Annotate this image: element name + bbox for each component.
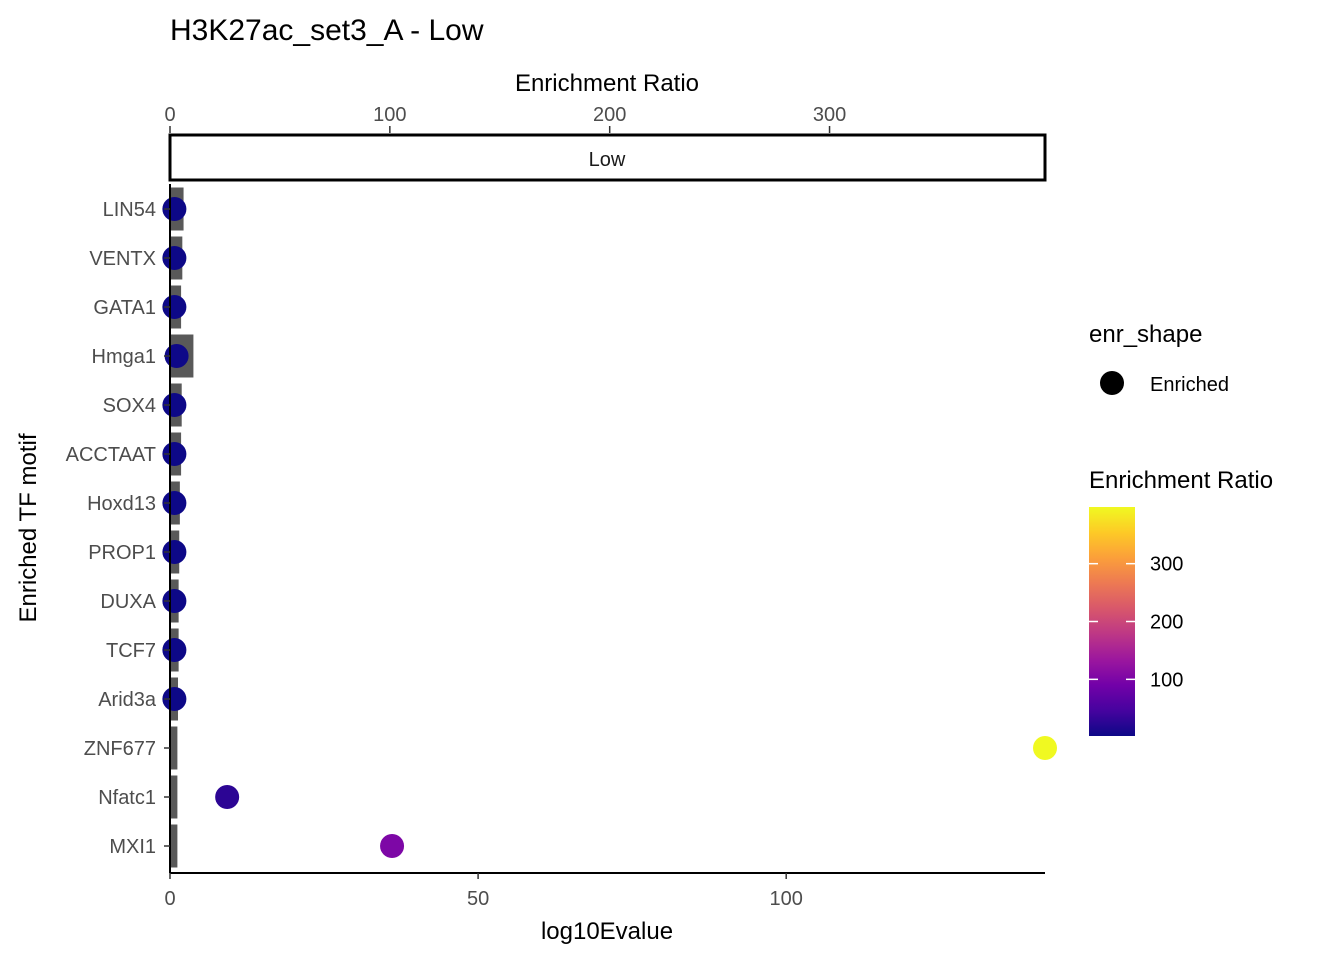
point (162, 295, 187, 319)
x-tick-label: 100 (770, 888, 803, 910)
x-tick-label: 50 (467, 888, 489, 910)
color-tick-label: 100 (1150, 669, 1183, 691)
facet-strip-label: Low (589, 149, 626, 171)
color-tick-label: 300 (1150, 554, 1183, 576)
shape-legend-label: Enriched (1150, 374, 1229, 396)
y-tick-label: LIN54 (103, 199, 156, 221)
point (380, 834, 405, 858)
bar (170, 775, 178, 819)
y-tick-label: ZNF677 (84, 738, 156, 760)
y-tick-label: Hmga1 (92, 346, 156, 368)
point-layer (162, 197, 1057, 858)
x-tick-label: 0 (164, 888, 175, 910)
point (162, 687, 187, 711)
color-tick-label: 200 (1150, 612, 1183, 634)
top-tick-label: 200 (593, 104, 626, 126)
y-tick-label: ACCTAAT (66, 444, 156, 466)
top-axis-ticks: 0 100 200 300 (164, 104, 846, 133)
facet-strip (168, 133, 1047, 182)
y-tick-label: VENTX (89, 248, 156, 270)
top-tick-label: 300 (813, 104, 846, 126)
color-legend-title: Enrichment Ratio (1089, 467, 1273, 494)
point (162, 491, 187, 515)
y-axis-ticks: LIN54 VENTX GATA1 Hmga1 SOX4 ACCTAAT Hoxd13 PRO… (66, 199, 170, 858)
point (162, 442, 187, 466)
color-legend-ticks: 100 200 300 (1089, 554, 1183, 691)
point (162, 540, 187, 564)
y-tick-label: MXI1 (109, 836, 156, 858)
y-tick-label: DUXA (100, 591, 156, 613)
y-tick-label: GATA1 (93, 297, 156, 319)
y-tick-label: Nfatc1 (98, 787, 156, 809)
x-axis-title: log10Evalue (541, 918, 673, 945)
bar (170, 726, 178, 770)
y-tick-label: TCF7 (106, 640, 156, 662)
bar-layer (170, 187, 194, 868)
point (162, 393, 187, 417)
top-tick-label: 0 (164, 104, 175, 126)
point (1033, 736, 1057, 760)
y-tick-label: Hoxd13 (87, 493, 156, 515)
y-tick-label: Arid3a (98, 689, 157, 711)
top-tick-label: 100 (373, 104, 406, 126)
top-axis-title: Enrichment Ratio (515, 70, 699, 97)
y-tick-label: PROP1 (88, 542, 156, 564)
chart-title: H3K27ac_set3_A - Low (170, 14, 484, 47)
point (215, 785, 240, 809)
x-axis-ticks: 0 50 100 (164, 873, 803, 910)
y-tick-label: SOX4 (103, 395, 156, 417)
point (162, 589, 187, 613)
shape-legend-key (1100, 371, 1124, 395)
point (162, 638, 187, 662)
shape-legend-title: enr_shape (1089, 321, 1202, 348)
point (162, 197, 187, 221)
y-axis-title: Enriched TF motif (15, 433, 42, 622)
bar (170, 824, 178, 868)
point (162, 246, 187, 270)
